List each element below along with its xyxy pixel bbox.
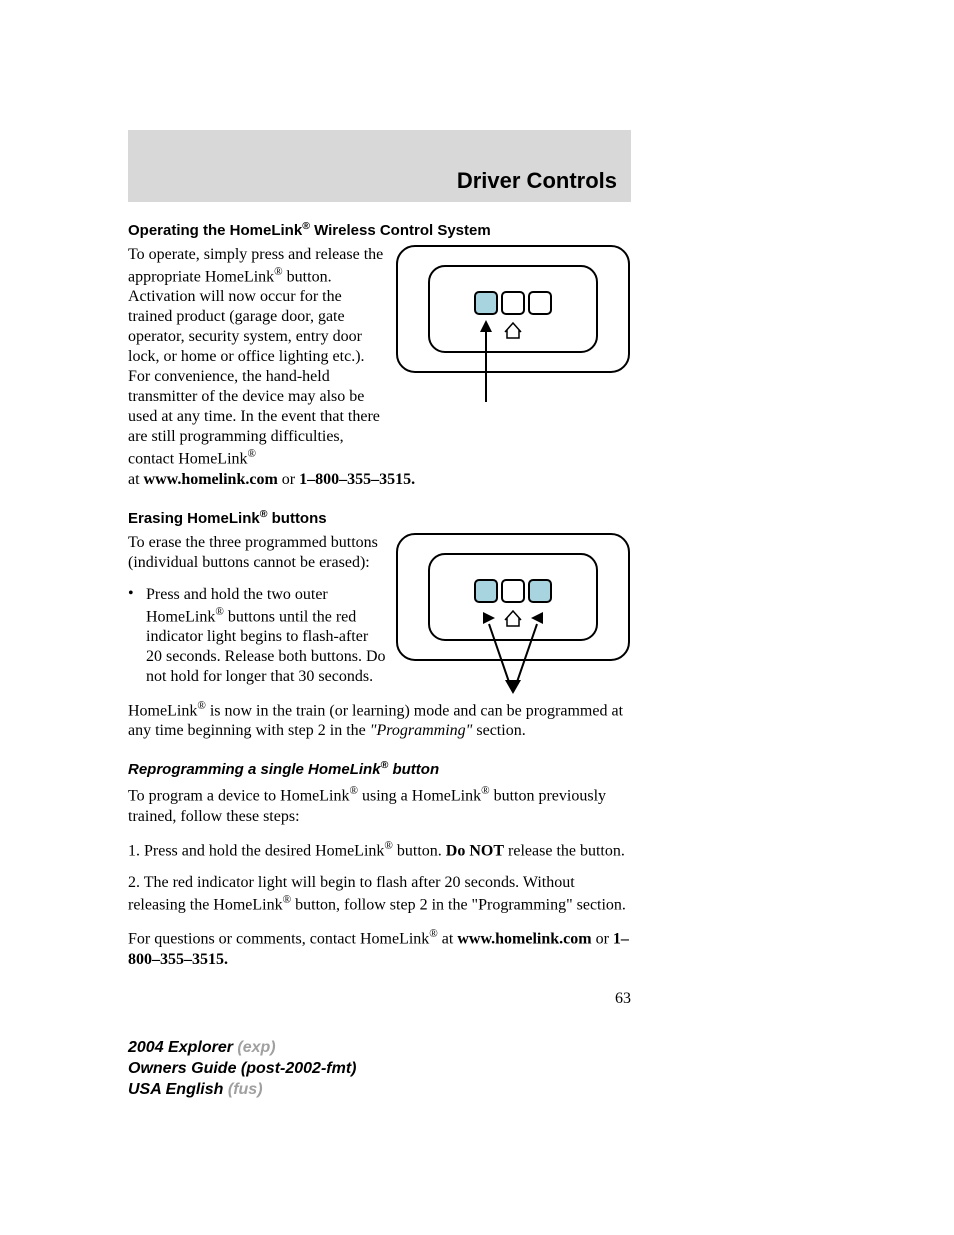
text: release the button.	[504, 842, 625, 859]
house-icon	[505, 323, 521, 338]
text: 2004 Explorer	[128, 1039, 237, 1056]
text: USA English	[128, 1081, 228, 1098]
footer-line-3: USA English (fus)	[128, 1080, 356, 1101]
italic-text: "Programming"	[370, 722, 473, 739]
reg-mark: ®	[481, 785, 490, 797]
bullet-item: • Press and hold the two outer HomeLink®…	[128, 585, 386, 687]
text: For questions or comments, contact HomeL…	[128, 931, 429, 948]
figure-operating	[395, 244, 631, 409]
heading-text: Erasing HomeLink	[128, 510, 260, 527]
para-erasing-2: HomeLink® is now in the train (or learni…	[128, 699, 631, 741]
page-number: 63	[128, 990, 631, 1008]
heading-text-2: button	[388, 761, 439, 778]
figure-erasing	[395, 532, 631, 705]
footer: 2004 Explorer (exp) Owners Guide (post-2…	[128, 1038, 356, 1100]
para-reprog-1: To program a device to HomeLink® using a…	[128, 784, 631, 826]
reg-mark: ®	[274, 266, 283, 278]
reg-mark: ®	[349, 785, 358, 797]
reg-mark: ®	[302, 220, 310, 232]
page-title: Driver Controls	[457, 168, 617, 194]
text: at	[128, 471, 144, 488]
text: section.	[472, 722, 525, 739]
reg-mark: ®	[283, 894, 292, 906]
text-grey: (fus)	[228, 1081, 263, 1098]
reg-mark: ®	[248, 448, 257, 460]
reg-mark: ®	[384, 840, 393, 852]
bullet-icon: •	[128, 585, 146, 687]
text: button.	[393, 842, 446, 859]
heading-text-2: Wireless Control System	[310, 222, 491, 239]
heading-text-2: buttons	[267, 510, 326, 527]
section-erasing: Erasing HomeLink ® buttons	[128, 508, 631, 742]
homelink-diagram-2	[395, 532, 631, 700]
para-reprog-3: 2. The red indicator light will begin to…	[128, 873, 631, 915]
heading-text: Reprogramming a single HomeLink	[128, 761, 381, 778]
reg-mark: ®	[429, 928, 438, 940]
page: Driver Controls Operating the HomeLink® …	[0, 0, 954, 1235]
para-operating-2: at www.homelink.com or 1–800–355–3515.	[128, 470, 631, 490]
text: at	[438, 931, 458, 948]
heading-text: Operating the HomeLink	[128, 222, 302, 239]
text: or	[278, 471, 299, 488]
heading-reprogramming: Reprogramming a single HomeLink® button	[128, 759, 631, 778]
footer-line-1: 2004 Explorer (exp)	[128, 1038, 356, 1059]
text: using a HomeLink	[358, 788, 481, 805]
text: button, follow step 2 in the "Programmin…	[291, 896, 626, 913]
footer-line-2: Owners Guide (post-2002-fmt)	[128, 1059, 356, 1080]
reg-mark: ®	[215, 606, 224, 618]
text: To program a device to HomeLink	[128, 788, 349, 805]
text: HomeLink	[128, 702, 197, 719]
bold-text: Do NOT	[446, 842, 504, 859]
phone-text: 1–800–355–3515.	[299, 471, 415, 488]
section-reprogramming: Reprogramming a single HomeLink® button …	[128, 759, 631, 969]
link-text: www.homelink.com	[457, 931, 591, 948]
section-operating: Operating the HomeLink® Wireless Control…	[128, 220, 631, 490]
para-operating-1: To operate, simply press and release the…	[128, 245, 386, 470]
header-bar: Driver Controls	[128, 130, 631, 202]
text: or	[592, 931, 613, 948]
homelink-diagram-1	[395, 244, 631, 404]
text: To operate, simply press and release the…	[128, 246, 383, 285]
para-reprog-2: 1. Press and hold the desired HomeLink® …	[128, 839, 631, 861]
bullet-text: Press and hold the two outer HomeLink® b…	[146, 585, 386, 687]
text: button. Activation will now occur for th…	[128, 268, 380, 467]
para-erasing-1: To erase the three programmed buttons (i…	[128, 533, 386, 573]
heading-operating: Operating the HomeLink® Wireless Control…	[128, 220, 631, 239]
house-icon	[505, 611, 521, 626]
text: 1. Press and hold the desired HomeLink	[128, 842, 384, 859]
link-text: www.homelink.com	[144, 471, 278, 488]
content: Operating the HomeLink® Wireless Control…	[128, 220, 631, 1008]
heading-erasing: Erasing HomeLink® buttons	[128, 508, 631, 527]
reg-mark: ®	[197, 700, 206, 712]
para-reprog-4: For questions or comments, contact HomeL…	[128, 927, 631, 969]
text-grey: (exp)	[237, 1039, 275, 1056]
